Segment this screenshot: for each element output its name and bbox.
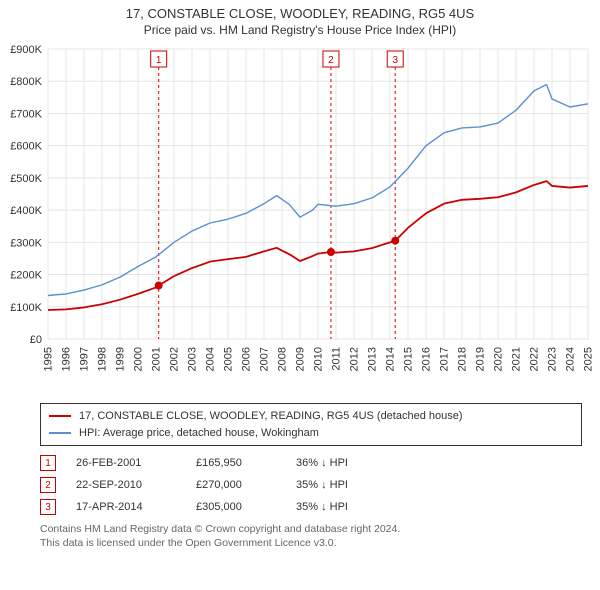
event-hpi-delta: 35% ↓ HPI <box>296 479 416 491</box>
y-tick-label: £400K <box>10 205 42 217</box>
legend-item: 17, CONSTABLE CLOSE, WOODLEY, READING, R… <box>49 408 573 425</box>
x-tick-label: 2003 <box>186 347 198 371</box>
x-tick-label: 2015 <box>402 347 414 371</box>
event-date: 17-APR-2014 <box>76 501 176 513</box>
event-badge: 2 <box>40 477 56 493</box>
x-tick-label: 2009 <box>294 347 306 371</box>
x-tick-label: 2025 <box>582 347 594 371</box>
y-tick-label: £300K <box>10 237 42 249</box>
y-tick-label: £800K <box>10 76 42 88</box>
event-badge: 3 <box>40 499 56 515</box>
x-tick-label: 2011 <box>330 347 342 371</box>
x-tick-label: 2005 <box>222 347 234 371</box>
chart-area: £0 £100K £200K £300K £400K £500K £600K £700K £80… <box>0 39 600 399</box>
event-hpi-delta: 36% ↓ HPI <box>296 457 416 469</box>
event-row: 2 22-SEP-2010 £270,000 35% ↓ HPI <box>40 474 582 496</box>
x-tick-label: 2006 <box>240 347 252 371</box>
x-tick-label: 2020 <box>492 347 504 371</box>
event-date: 22-SEP-2010 <box>76 479 176 491</box>
event-marker-number: 3 <box>392 55 398 66</box>
x-tick-label: 2013 <box>366 347 378 371</box>
event-dot <box>155 282 163 290</box>
legend-label: HPI: Average price, detached house, Woki… <box>79 425 319 442</box>
legend: 17, CONSTABLE CLOSE, WOODLEY, READING, R… <box>40 403 582 446</box>
legend-label: 17, CONSTABLE CLOSE, WOODLEY, READING, R… <box>79 408 463 425</box>
event-hpi-delta: 35% ↓ HPI <box>296 501 416 513</box>
x-tick-label: 2012 <box>348 347 360 371</box>
event-badge: 1 <box>40 455 56 471</box>
event-date: 26-FEB-2001 <box>76 457 176 469</box>
x-tick-label: 2019 <box>474 347 486 371</box>
event-price: £305,000 <box>196 501 276 513</box>
event-row: 3 17-APR-2014 £305,000 35% ↓ HPI <box>40 496 582 518</box>
footer: Contains HM Land Registry data © Crown c… <box>40 522 582 550</box>
y-tick-label: £600K <box>10 141 42 153</box>
x-tick-label: 1996 <box>60 347 72 371</box>
event-price: £165,950 <box>196 457 276 469</box>
events-table: 1 26-FEB-2001 £165,950 36% ↓ HPI 2 22-SEP-201… <box>40 452 582 518</box>
x-tick-label: 2023 <box>546 347 558 371</box>
x-tick-label: 2008 <box>276 347 288 371</box>
legend-swatch <box>49 432 71 434</box>
event-marker-number: 2 <box>328 55 334 66</box>
event-marker-number: 1 <box>156 55 162 66</box>
x-tick-label: 2010 <box>312 347 324 371</box>
y-tick-label: £700K <box>10 108 42 120</box>
x-tick-label: 1999 <box>114 347 126 371</box>
x-tick-label: 2021 <box>510 347 522 371</box>
x-tick-label: 2022 <box>528 347 540 371</box>
event-row: 1 26-FEB-2001 £165,950 36% ↓ HPI <box>40 452 582 474</box>
y-tick-label: £200K <box>10 270 42 282</box>
x-tick-label: 2007 <box>258 347 270 371</box>
y-tick-label: £100K <box>10 302 42 314</box>
y-tick-label: £500K <box>10 173 42 185</box>
legend-item: HPI: Average price, detached house, Woki… <box>49 425 573 442</box>
y-tick-label: £900K <box>10 44 42 56</box>
x-tick-label: 1995 <box>42 347 54 371</box>
y-tick-label: £0 <box>30 334 42 346</box>
x-tick-label: 2018 <box>456 347 468 371</box>
chart-svg: £0 £100K £200K £300K £400K £500K £600K £700K £80… <box>0 39 600 399</box>
footer-line-1: Contains HM Land Registry data © Crown c… <box>40 522 582 536</box>
x-tick-label: 1997 <box>78 347 90 371</box>
event-price: £270,000 <box>196 479 276 491</box>
legend-swatch <box>49 415 71 417</box>
x-tick-label: 2017 <box>438 347 450 371</box>
x-tick-label: 2004 <box>204 347 216 371</box>
x-tick-label: 1998 <box>96 347 108 371</box>
x-tick-label: 2002 <box>168 347 180 371</box>
event-dot <box>327 248 335 256</box>
chart-subtitle: Price paid vs. HM Land Registry's House … <box>0 23 600 37</box>
x-tick-label: 2014 <box>384 347 396 371</box>
chart-title: 17, CONSTABLE CLOSE, WOODLEY, READING, R… <box>0 6 600 21</box>
x-tick-label: 2000 <box>132 347 144 371</box>
event-dot <box>391 237 399 245</box>
x-tick-label: 2016 <box>420 347 432 371</box>
x-tick-label: 2024 <box>564 347 576 371</box>
footer-line-2: This data is licensed under the Open Gov… <box>40 536 582 550</box>
chart-title-block: 17, CONSTABLE CLOSE, WOODLEY, READING, R… <box>0 0 600 39</box>
x-tick-label: 2001 <box>150 347 162 371</box>
